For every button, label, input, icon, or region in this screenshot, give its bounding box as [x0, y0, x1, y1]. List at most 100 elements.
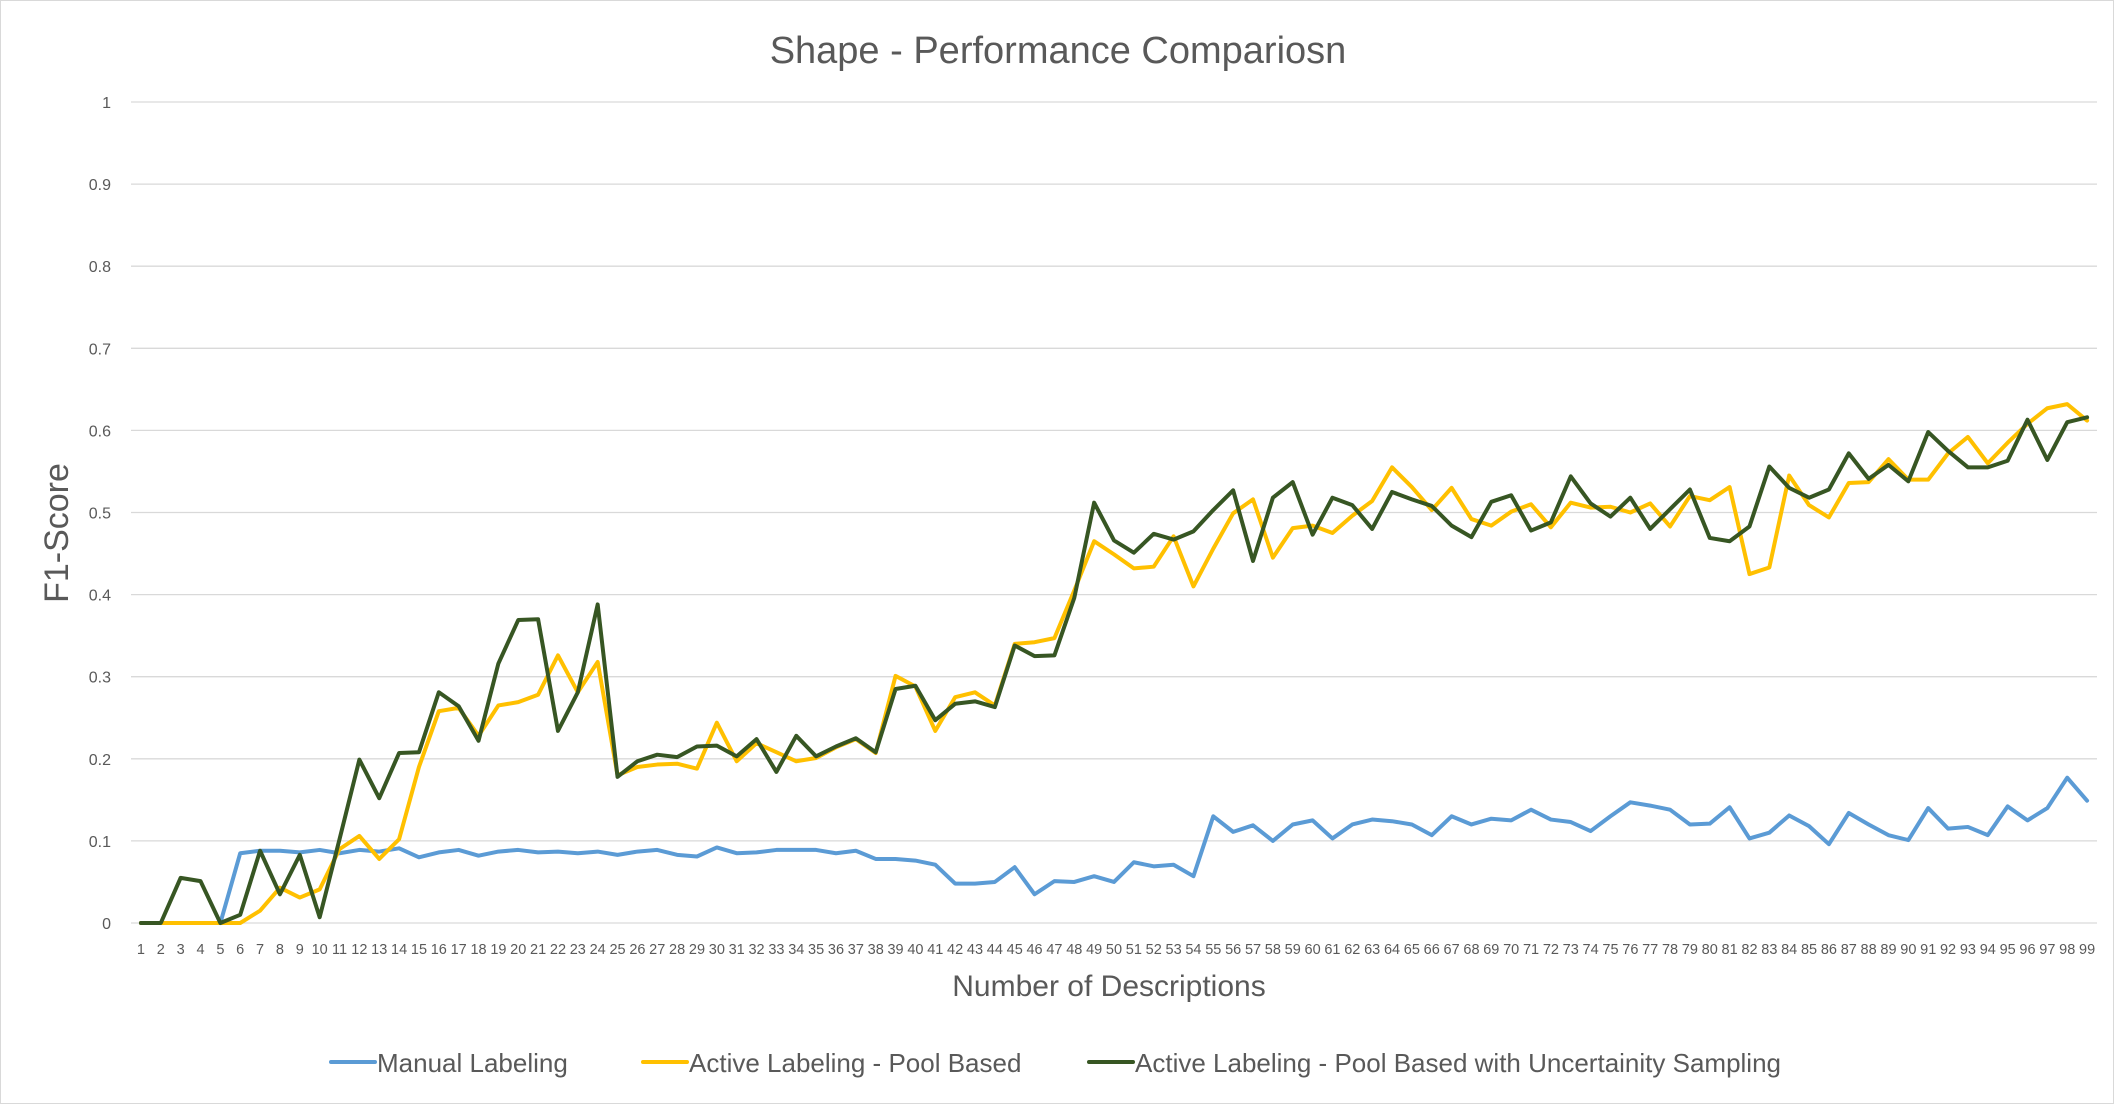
x-tick-label: 68: [1463, 942, 1479, 958]
y-tick-label: 0.3: [89, 670, 111, 687]
x-tick-label: 8: [276, 942, 284, 958]
x-tick-label: 22: [550, 942, 566, 958]
x-tick-label: 91: [1920, 942, 1936, 958]
x-tick-label: 3: [177, 942, 185, 958]
series-line-1: [138, 775, 2090, 925]
x-tick-label: 38: [868, 942, 884, 958]
x-tick-label: 31: [729, 942, 745, 958]
x-tick-label: 18: [470, 942, 486, 958]
x-tick-label: 43: [967, 942, 983, 958]
x-tick-label: 45: [1007, 942, 1023, 958]
x-tick-label: 25: [609, 942, 625, 958]
y-axis-title: F1-Score: [38, 463, 76, 603]
x-tick-label: 89: [1880, 942, 1896, 958]
y-tick-label: 0.6: [89, 423, 111, 440]
x-tick-label: 41: [927, 942, 943, 958]
x-tick-label: 70: [1503, 942, 1519, 958]
x-tick-label: 50: [1106, 942, 1122, 958]
x-tick-label: 97: [2039, 942, 2055, 958]
legend: Manual Labeling Active Labeling - Pool Ba…: [329, 1048, 1781, 1078]
x-tick-label: 94: [1980, 942, 1996, 958]
x-tick-label: 63: [1364, 942, 1380, 958]
x-tick-label: 61: [1324, 942, 1340, 958]
x-tick-label: 52: [1146, 942, 1162, 958]
x-tick-label: 16: [431, 942, 447, 958]
series-line-2: [138, 402, 2090, 925]
x-tick-label: 96: [2019, 942, 2035, 958]
x-tick-label: 93: [1960, 942, 1976, 958]
x-tick-label: 48: [1066, 942, 1082, 958]
x-tick-label: 10: [312, 942, 328, 958]
x-tick-label: 17: [451, 942, 467, 958]
y-tick-label: 0.5: [89, 506, 111, 523]
x-tick-label: 12: [351, 942, 367, 958]
x-tick-label: 99: [2079, 942, 2095, 958]
x-tick-label: 71: [1523, 942, 1539, 958]
x-tick-label: 37: [848, 942, 864, 958]
x-tick-label: 49: [1086, 942, 1102, 958]
x-tick-label: 35: [808, 942, 824, 958]
x-tick-label: 60: [1305, 942, 1321, 958]
x-tick-label: 82: [1741, 942, 1757, 958]
x-tick-label: 7: [256, 942, 264, 958]
x-tick-label: 72: [1543, 942, 1559, 958]
y-axis-ticks: 0 0.1 0.2 0.3 0.4 0.5 0.6 0.7 0.8 0.9 1: [89, 95, 111, 933]
x-tick-label: 98: [2059, 942, 2075, 958]
y-tick-label: 0.2: [89, 752, 111, 769]
x-tick-label: 92: [1940, 942, 1956, 958]
x-tick-label: 47: [1046, 942, 1062, 958]
x-tick-label: 55: [1205, 942, 1221, 958]
x-tick-label: 67: [1444, 942, 1460, 958]
x-tick-label: 74: [1583, 942, 1599, 958]
x-tick-label: 44: [987, 942, 1003, 958]
chart-title: Shape - Performance Compariosn: [770, 30, 1347, 72]
x-tick-label: 36: [828, 942, 844, 958]
x-tick-label: 6: [236, 942, 244, 958]
x-tick-label: 75: [1602, 942, 1618, 958]
x-tick-label: 4: [196, 942, 204, 958]
x-tick-label: 5: [216, 942, 224, 958]
x-tick-label: 42: [947, 942, 963, 958]
y-tick-label: 0.9: [89, 177, 111, 194]
x-tick-label: 20: [510, 942, 526, 958]
x-tick-label: 15: [411, 942, 427, 958]
x-tick-label: 1: [137, 942, 145, 958]
x-tick-label: 64: [1384, 942, 1400, 958]
x-tick-label: 28: [669, 942, 685, 958]
y-tick-label: 0.1: [89, 834, 111, 851]
x-tick-label: 32: [748, 942, 764, 958]
x-tick-label: 11: [332, 942, 347, 958]
x-tick-label: 58: [1265, 942, 1281, 958]
x-tick-label: 57: [1245, 942, 1261, 958]
x-tick-label: 81: [1722, 942, 1738, 958]
x-tick-label: 21: [530, 942, 546, 958]
legend-label-1: Manual Labeling: [377, 1048, 568, 1078]
x-tick-label: 29: [689, 942, 705, 958]
x-tick-label: 27: [649, 942, 665, 958]
x-tick-label: 62: [1344, 942, 1360, 958]
y-tick-label: 1: [102, 95, 111, 112]
x-tick-label: 78: [1662, 942, 1678, 958]
x-tick-label: 2: [157, 942, 165, 958]
y-tick-label: 0.4: [89, 588, 111, 605]
x-tick-label: 80: [1702, 942, 1718, 958]
x-tick-label: 56: [1225, 942, 1241, 958]
series-line-3: [138, 415, 2090, 925]
x-tick-label: 14: [391, 942, 407, 958]
x-tick-label: 46: [1026, 942, 1042, 958]
x-tick-label: 83: [1761, 942, 1777, 958]
y-tick-label: 0.8: [89, 259, 111, 276]
x-tick-label: 87: [1841, 942, 1857, 958]
gridlines: [131, 101, 2097, 924]
x-tick-label: 59: [1285, 942, 1301, 958]
x-tick-label: 86: [1821, 942, 1837, 958]
x-tick-label: 65: [1404, 942, 1420, 958]
x-tick-label: 77: [1642, 942, 1658, 958]
x-tick-label: 9: [296, 942, 304, 958]
x-tick-label: 39: [887, 942, 903, 958]
x-tick-label: 85: [1801, 942, 1817, 958]
x-tick-label: 73: [1563, 942, 1579, 958]
x-tick-label: 88: [1861, 942, 1877, 958]
